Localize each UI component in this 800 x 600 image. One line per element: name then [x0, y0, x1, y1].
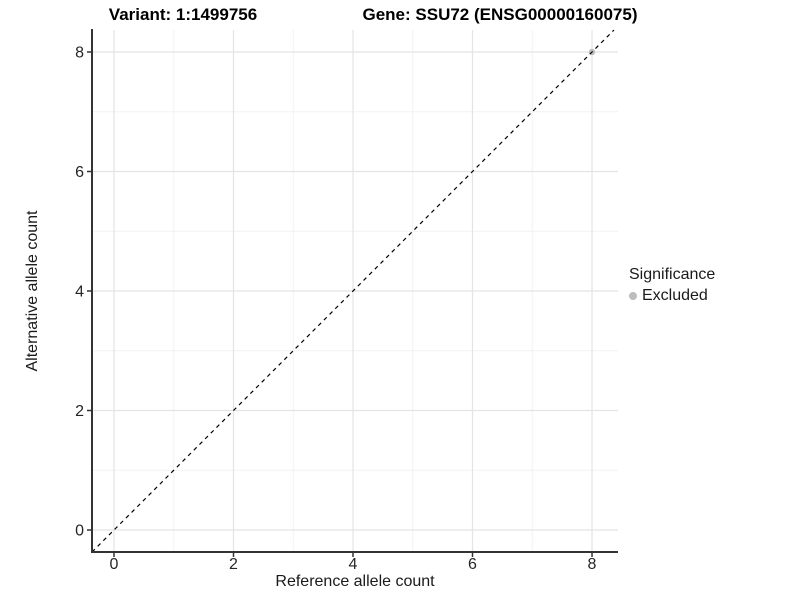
plot-title-variant: Variant: 1:1499756 [108, 5, 258, 24]
legend: Significance Excluded [629, 266, 715, 305]
x-tick-label: 6 [468, 556, 477, 573]
y-axis-title: Alternative allele count [24, 210, 41, 372]
plot-title-gene: Gene: SSU72 (ENSG00000160075) [362, 5, 638, 24]
legend-title: Significance [629, 266, 716, 283]
y-tick-label: 8 [75, 44, 84, 61]
y-tick-label: 2 [75, 403, 84, 420]
x-tick-label: 0 [110, 556, 119, 573]
y-tick-label: 0 [75, 523, 84, 540]
legend-item-excluded: Excluded [629, 287, 715, 305]
legend-item-label: Excluded [642, 287, 708, 304]
x-tick-label: 4 [349, 556, 358, 573]
identity-dashed-line [91, 29, 615, 553]
legend-point-swatch [629, 292, 637, 300]
x-tick-label: 8 [588, 556, 597, 573]
x-axis-title: Reference allele count [275, 573, 435, 590]
x-tick-label: 2 [229, 556, 238, 573]
y-tick-label: 4 [75, 284, 84, 301]
y-tick-label: 6 [75, 164, 84, 181]
